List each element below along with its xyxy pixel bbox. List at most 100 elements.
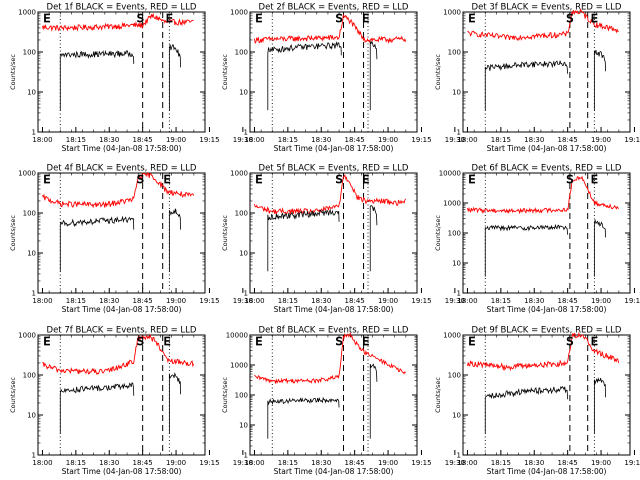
marker-e: E — [43, 12, 50, 25]
y-tick-label: 10 — [239, 250, 248, 258]
y-tick-label: 10 — [452, 412, 461, 420]
y-axis-label: Counts/sec — [9, 377, 17, 413]
x-tick-label: 18:00 — [244, 459, 264, 467]
x-tick-label: 19:15 — [411, 297, 431, 305]
series-events-black-segment-1 — [484, 223, 569, 277]
marker-e: E — [468, 173, 475, 186]
x-tick-label: 18:30 — [99, 459, 119, 467]
x-axis-label: Start Time (04-Jan-08 17:58:00) — [274, 305, 394, 314]
x-tick-label: 19:15 — [411, 459, 431, 467]
y-tick-label: 10 — [27, 412, 36, 420]
series-events-black-segment-2 — [168, 44, 181, 111]
panel-det-6f: Det 6f BLACK = Events, RED = LLD 1 10 100 10… — [434, 164, 640, 315]
x-tick-label: 19:30 — [233, 136, 253, 144]
plot-frame — [462, 334, 631, 456]
y-tick-label: 1000 — [230, 362, 248, 370]
y-axis-label: Counts/sec — [434, 54, 442, 90]
x-tick-label: 18:30 — [524, 136, 544, 144]
x-tick-label: 19:00 — [591, 459, 611, 467]
marker-s: S — [336, 335, 343, 348]
plot-frame — [462, 11, 631, 133]
series-events-black-segment-1 — [267, 208, 340, 272]
y-tick-label: 1 — [457, 290, 461, 298]
y-tick-label: 100 — [448, 49, 461, 57]
y-tick-label: 1000 — [18, 9, 36, 17]
x-tick-label: 18:15 — [491, 297, 511, 305]
x-tick-label: 18:30 — [524, 297, 544, 305]
marker-s: S — [137, 335, 144, 348]
x-tick-label: 18:30 — [311, 136, 331, 144]
y-tick-label: 1000 — [230, 170, 248, 178]
series-events-black-segment-1 — [267, 40, 342, 111]
x-tick-label: 18:00 — [244, 136, 264, 144]
x-tick-label: 18:45 — [133, 297, 153, 305]
series-lld-red — [254, 174, 407, 216]
x-tick-label: 19:15 — [199, 136, 219, 144]
series-events-black-segment-1 — [484, 60, 569, 111]
marker-e: E — [362, 173, 369, 186]
x-tick-label: 18:45 — [133, 459, 153, 467]
y-tick-label: 10 — [452, 260, 461, 268]
x-tick-label: 18:15 — [491, 459, 511, 467]
y-axis-label: Counts/sec — [221, 54, 229, 90]
series-events-black-segment-1 — [484, 385, 569, 434]
x-tick-label: 18:45 — [345, 136, 365, 144]
y-tick-label: 100 — [23, 210, 36, 218]
y-tick-label: 10 — [239, 89, 248, 97]
x-axis-label: Start Time (04-Jan-08 17:58:00) — [487, 467, 607, 476]
series-events-black-segment-1 — [267, 396, 340, 439]
x-tick-label: 19:15 — [199, 459, 219, 467]
y-tick-label: 1000 — [443, 9, 461, 17]
x-tick-label: 19:00 — [166, 297, 186, 305]
x-tick-label: 18:00 — [457, 459, 477, 467]
series-events-black-segment-2 — [168, 208, 181, 272]
x-tick-label: 18:15 — [491, 136, 511, 144]
marker-e: E — [43, 335, 50, 348]
x-tick-label: 19:00 — [166, 459, 186, 467]
marker-e: E — [362, 335, 369, 348]
series-events-black-segment-1 — [59, 382, 135, 434]
y-tick-label: 1000 — [443, 200, 461, 208]
y-tick-label: 10 — [452, 89, 461, 97]
marker-s: S — [336, 12, 343, 25]
y-tick-label: 100 — [448, 372, 461, 380]
y-tick-label: 10000 — [226, 332, 248, 340]
series-lld-red — [42, 333, 195, 376]
plot-frame — [37, 172, 206, 294]
x-tick-label: 18:45 — [558, 459, 578, 467]
x-tick-label: 18:45 — [558, 136, 578, 144]
plot-frame — [37, 334, 206, 456]
panel-title: Det 3f BLACK = Events, RED = LLD — [472, 3, 622, 13]
x-tick-label: 18:00 — [32, 297, 52, 305]
x-tick-label: 18:30 — [99, 297, 119, 305]
panel-title: Det 1f BLACK = Events, RED = LLD — [47, 3, 197, 13]
y-tick-label: 1 — [244, 129, 248, 137]
panel-title: Det 8f BLACK = Events, RED = LLD — [259, 326, 409, 336]
x-axis-label: Start Time (04-Jan-08 17:58:00) — [274, 467, 394, 476]
marker-s: S — [566, 173, 573, 186]
y-axis-label: Counts/sec — [221, 215, 229, 251]
y-tick-label: 1 — [32, 129, 36, 137]
y-tick-label: 100 — [23, 49, 36, 57]
marker-e: E — [164, 335, 171, 348]
x-tick-label: 18:30 — [311, 459, 331, 467]
x-tick-label: 19:30 — [445, 459, 465, 467]
plot-frame — [37, 11, 206, 133]
panel-det-7f: Det 7f BLACK = Events, RED = LLD 1 10 100 10… — [9, 326, 253, 477]
marker-e: E — [255, 335, 262, 348]
series-events-black-segment-2 — [593, 377, 606, 434]
series-events-black-segment-2 — [369, 205, 378, 272]
marker-s: S — [137, 12, 144, 25]
x-tick-label: 18:00 — [32, 459, 52, 467]
panel-det-5f: Det 5f BLACK = Events, RED = LLD 1 10 100 10… — [221, 164, 465, 315]
x-tick-label: 18:00 — [244, 297, 264, 305]
y-tick-label: 1 — [244, 452, 248, 460]
x-tick-label: 18:45 — [345, 297, 365, 305]
y-tick-label: 100 — [448, 230, 461, 238]
marker-e: E — [468, 12, 475, 25]
x-tick-label: 19:15 — [411, 136, 431, 144]
x-tick-label: 18:30 — [99, 136, 119, 144]
series-events-black-segment-2 — [168, 371, 181, 434]
y-tick-label: 10 — [239, 422, 248, 430]
